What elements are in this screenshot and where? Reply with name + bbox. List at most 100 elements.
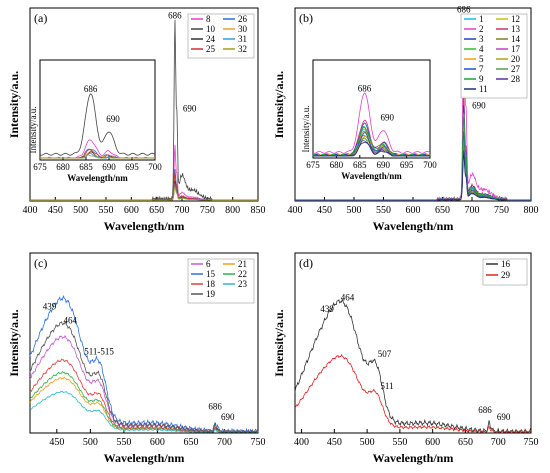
series-line-32 <box>30 186 258 201</box>
x-tick-label: 500 <box>73 205 88 216</box>
legend-entry: 30 <box>238 24 248 34</box>
legend-entry: 5 <box>479 54 484 64</box>
legend-entry: 9 <box>479 74 484 84</box>
peak-label: 439 <box>320 304 334 314</box>
legend-entry: 13 <box>511 24 521 34</box>
series-line-19 <box>29 320 259 433</box>
series-line-20 <box>295 139 531 201</box>
series-line-11 <box>295 153 531 201</box>
x-axis-label: Wavelength/nm <box>104 219 185 233</box>
x-tick-label: 750 <box>251 437 266 448</box>
legend: 1 12 2 13 3 14 4 17 5 20 7 27 9 28 11 <box>460 13 528 99</box>
peak-label: 464 <box>63 315 77 325</box>
inset-peak-label: 690 <box>106 114 120 124</box>
legend-box <box>187 258 255 304</box>
series-line-26 <box>30 169 258 201</box>
inset-x-tick-label: 690 <box>102 162 116 172</box>
legend-entry: 8 <box>206 14 211 24</box>
legend-entry: 1 <box>479 14 484 24</box>
inset-x-tick-label: 680 <box>330 160 344 170</box>
peak-label: 690 <box>183 103 197 113</box>
x-tick-label: 600 <box>124 205 139 216</box>
x-tick-label: 400 <box>294 437 309 448</box>
series-line-31 <box>30 184 258 201</box>
series-line-4 <box>295 112 531 201</box>
inset-series-line-32 <box>40 154 155 159</box>
legend-entry: 15 <box>206 269 216 279</box>
legend: 8 26 10 30 24 31 25 32 <box>187 13 255 59</box>
inset-x-axis-label: Wavelength/nm <box>341 171 402 181</box>
inset-x-tick-label: 695 <box>125 162 139 172</box>
x-tick-label: 700 <box>175 205 190 216</box>
peak-label: 511 <box>380 381 393 391</box>
x-tick-label: 600 <box>406 205 421 216</box>
legend-box <box>460 13 528 99</box>
legend-entry: 32 <box>238 44 247 54</box>
x-tick-label: 800 <box>225 205 240 216</box>
inset-x-tick-label: 685 <box>353 160 367 170</box>
x-axis-label: Wavelength/nm <box>373 219 454 233</box>
x-axis-label: Wavelength/nm <box>104 451 185 465</box>
peak-label: 507 <box>378 349 392 359</box>
inset-x-tick-label: 690 <box>376 160 390 170</box>
y-axis-label: Intensity/a.u. <box>272 309 286 376</box>
legend-box <box>187 13 255 59</box>
inset-x-tick-label: 695 <box>400 160 414 170</box>
x-tick-label: 500 <box>83 437 98 448</box>
inset-x-axis-label: Wavelength/nm <box>67 173 128 183</box>
x-tick-label: 400 <box>23 205 38 216</box>
series-line-13 <box>295 96 531 202</box>
x-tick-label: 450 <box>317 205 332 216</box>
inset-peak-label: 686 <box>358 83 372 93</box>
panel-label: (c) <box>34 256 47 270</box>
legend-entry: 21 <box>238 259 247 269</box>
inset-x-tick-label: 675 <box>306 160 320 170</box>
legend-entry: 27 <box>511 64 521 74</box>
legend-entry: 20 <box>511 54 521 64</box>
legend-entry: 10 <box>206 24 216 34</box>
panel-label: (b) <box>299 11 313 25</box>
legend-entry: 18 <box>206 279 216 289</box>
legend-entry: 14 <box>511 34 521 44</box>
peak-label: 690 <box>221 412 235 422</box>
legend-entry: 25 <box>206 44 216 54</box>
panel-0: (a) 400 450 500 550 600 650 700 750 800 850 Wavelen… <box>7 7 266 233</box>
x-tick-label: 700 <box>491 437 506 448</box>
inset-x-tick-label: 675 <box>33 162 47 172</box>
inset-peak-label: 686 <box>84 84 98 94</box>
plot-frame <box>29 252 259 434</box>
inset-series-line-8 <box>39 139 156 159</box>
x-tick-label: 650 <box>183 437 198 448</box>
x-tick-label: 450 <box>49 437 64 448</box>
x-tick-label: 850 <box>251 205 266 216</box>
series-line-9 <box>295 116 531 201</box>
peak-label: 511-515 <box>84 347 114 357</box>
x-tick-label: 700 <box>217 437 232 448</box>
legend-entry: 19 <box>206 289 216 299</box>
legend-entry: 12 <box>511 14 520 24</box>
x-tick-label: 450 <box>48 205 63 216</box>
x-tick-label: 400 <box>288 205 303 216</box>
legend-entry: 7 <box>479 64 484 74</box>
x-tick-label: 550 <box>116 437 131 448</box>
x-tick-label: 750 <box>200 205 215 216</box>
peak-label: 690 <box>472 100 486 110</box>
x-tick-label: 600 <box>150 437 165 448</box>
x-tick-label: 650 <box>149 205 164 216</box>
inset-series-line-10 <box>39 93 156 156</box>
peak-label: 439 <box>43 301 57 311</box>
legend-entry: 22 <box>238 269 247 279</box>
legend-entry: 24 <box>206 34 216 44</box>
peak-label: 686 <box>457 5 471 15</box>
inset-series-line-9 <box>313 127 431 157</box>
panel-2: (c) 450 500 550 600 650 700 750 Wavelength/nm Int… <box>7 252 266 465</box>
legend-entry: 31 <box>238 34 247 44</box>
legend: 6 21 15 22 18 23 19 <box>187 258 255 304</box>
inset-frame <box>39 59 156 161</box>
series-line-23 <box>29 390 258 433</box>
peak-label: 686 <box>168 11 182 21</box>
inset: 675 680 685 690 695 700 Wavelength/nm Intensity… <box>301 59 437 181</box>
x-tick-label: 800 <box>524 205 539 216</box>
